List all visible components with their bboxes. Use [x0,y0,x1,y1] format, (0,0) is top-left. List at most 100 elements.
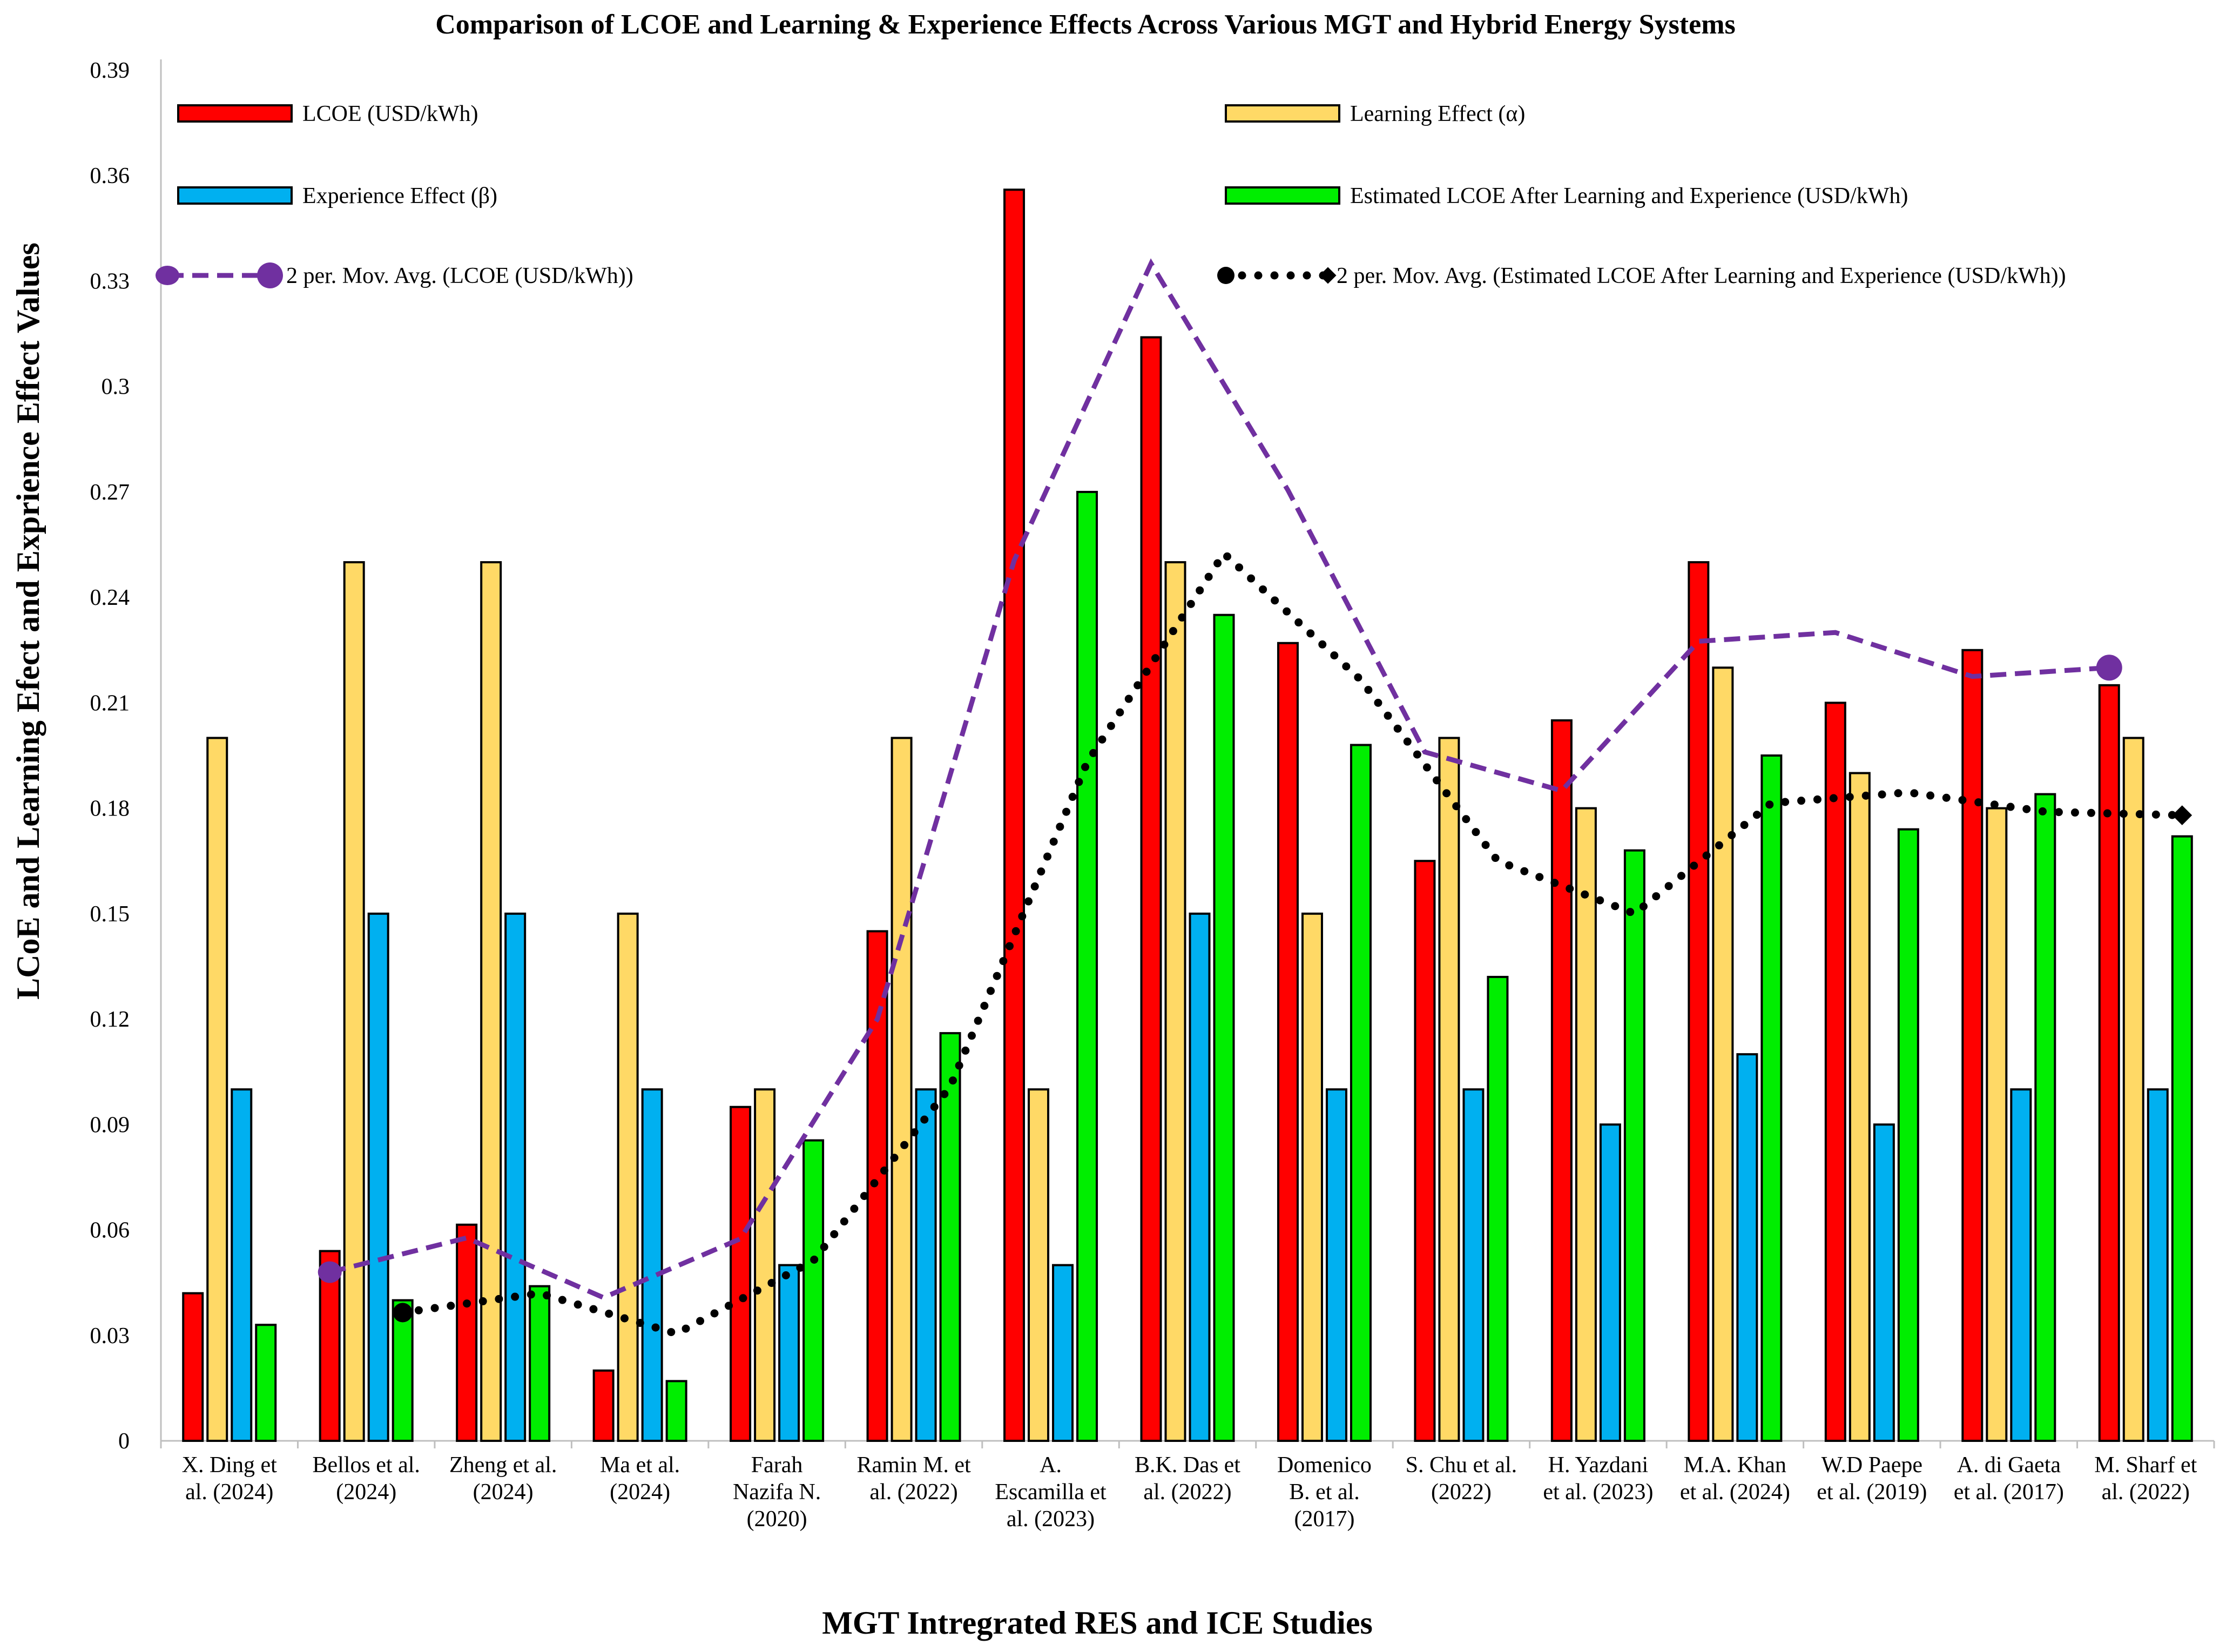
legend-label: Estimated LCOE After Learning and Experi… [1350,184,1908,208]
bar [1325,1088,1347,1442]
bar [1462,1088,1485,1442]
bar [1550,719,1573,1442]
category-label-line: B.K. Das et [1135,1453,1240,1478]
category-label-line: X. Ding et [182,1453,277,1478]
y-tick-label: 0.15 [90,902,130,927]
legend-label: LCOE (USD/kWh) [302,102,478,126]
bar [255,1324,277,1442]
trendline-start-marker [393,1303,413,1323]
category-label: M.A. Khan et al. (2024) [1680,1453,1790,1505]
bar [1350,744,1372,1442]
category-label: A. di Gaeta et al. (2017) [1954,1453,2064,1505]
bar [392,1299,414,1442]
category-label-line: al. (2023) [1007,1507,1095,1532]
category-label-line: al. (2024) [185,1480,273,1505]
legend-item: Estimated LCOE After Learning and Experi… [1225,184,1908,208]
category-label-line: (2024) [610,1480,670,1505]
y-tick-label: 0.27 [90,480,130,505]
category-label-line: (2024) [473,1480,534,1505]
y-tick-label: 0.18 [90,797,130,821]
category-label-line: et al. (2017) [1954,1480,2064,1505]
category-label-line: Ma et al. [600,1453,680,1478]
x-axis: X. Ding et al. (2024)Bellos et al. (2024)Z… [160,1440,2215,1532]
category-label-line: M. Sharf et [2094,1453,2197,1478]
bar [1688,561,1710,1442]
legend-item: 2 per. Mov. Avg. (LCOE (USD/kWh)) [156,262,633,288]
bar [1076,490,1098,1442]
bar [1712,666,1734,1442]
category-label: Zheng et al. (2024) [449,1453,557,1505]
bar [915,1088,937,1442]
category-label-line: Farah [751,1453,803,1478]
bar [319,1250,341,1442]
bar [343,561,365,1442]
category-label-line: A. di Gaeta [1957,1453,2061,1478]
trendline-end-marker [2096,655,2122,681]
y-tick-label: 0.09 [90,1112,130,1137]
bar [1301,912,1323,1442]
legend: LCOE (USD/kWh) Learning Effect (α) Experie… [156,102,2066,288]
legend-item: LCOE (USD/kWh) [177,102,478,126]
bar [1487,975,1509,1442]
bar [367,912,389,1442]
legend-swatch [177,186,293,205]
category-label-line: (2017) [1294,1507,1354,1532]
bar [1897,828,1919,1442]
y-tick-label: 0.06 [90,1218,130,1243]
bar [1003,188,1026,1442]
category-label-line: al. (2022) [869,1480,957,1505]
bar [730,1105,752,1442]
bar [1873,1123,1895,1442]
bar [2122,737,2144,1442]
category-label: M. Sharf et al. (2022) [2094,1453,2197,1505]
bar [480,561,502,1442]
bar [206,737,228,1442]
y-tick-label: 0.36 [90,164,130,188]
bar [1438,737,1460,1442]
bar [2147,1088,2169,1442]
y-axis-title: LCoE and Learning Efect and Exprience Ef… [10,242,46,1000]
category-label-line: Ramin M. et [856,1453,970,1478]
bar [1140,336,1162,1442]
bar [939,1032,961,1442]
bar [504,912,527,1442]
y-tick-label: 0.33 [90,269,130,294]
bar [802,1139,825,1442]
bar [1189,912,1211,1442]
bars [182,188,2193,1442]
bar [617,912,639,1442]
bar [754,1088,776,1442]
legend-marker [1217,267,1234,284]
bar [456,1223,478,1442]
y-tick-label: 0.21 [90,691,130,716]
legend-item: 2 per. Mov. Avg. (Estimated LCOE After L… [1217,264,2066,288]
bar [1575,807,1597,1442]
bar [1277,642,1299,1442]
category-label: Ma et al. (2024) [600,1453,680,1505]
legend-label: 2 per. Mov. Avg. (LCOE (USD/kWh)) [286,264,633,288]
legend-swatch [177,104,293,123]
bar [1028,1088,1050,1442]
category-label-line: et al. (2024) [1680,1480,1790,1505]
bar [2010,1088,2032,1442]
bar [2098,684,2120,1442]
category-label-line: (2024) [336,1480,396,1505]
category-label: H. Yazdani et al. (2023) [1543,1453,1653,1505]
chart-title: Comparison of LCOE and Learning & Experi… [435,9,1736,40]
legend-marker [156,266,179,285]
bar [529,1285,551,1442]
bar [1623,849,1645,1442]
bar [1736,1053,1758,1442]
bar [665,1380,687,1442]
category-label-line: et al. (2019) [1817,1480,1927,1505]
category-label: Bellos et al. (2024) [312,1453,420,1505]
bar [1986,807,2008,1442]
category-label-line: Bellos et al. [312,1453,420,1478]
trendline-end-marker [2172,805,2192,826]
bar [1213,613,1235,1442]
category-label-line: Escamilla et [995,1480,1107,1505]
bar [866,930,888,1442]
category-label-line: Domenico [1277,1453,1372,1478]
category-label: Farah Nazifa N. (2020) [733,1453,821,1532]
bar [2034,793,2056,1442]
